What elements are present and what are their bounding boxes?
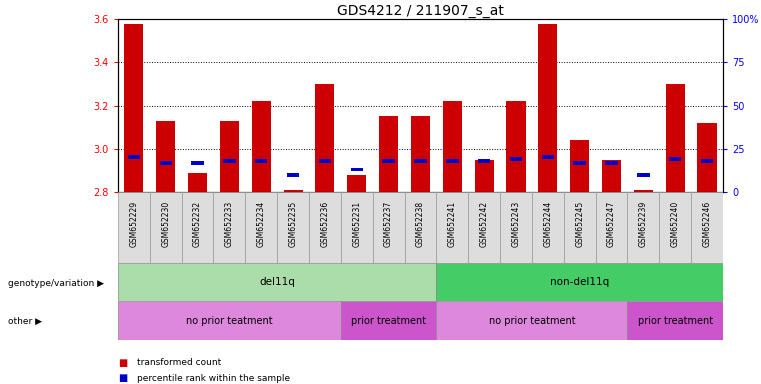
Text: percentile rank within the sample: percentile rank within the sample xyxy=(137,374,290,383)
Bar xyxy=(666,84,685,192)
Text: GSM652246: GSM652246 xyxy=(702,201,712,247)
Bar xyxy=(252,101,271,192)
Text: ■: ■ xyxy=(118,373,127,383)
Bar xyxy=(156,121,175,192)
Bar xyxy=(602,160,621,192)
Bar xyxy=(436,192,468,263)
Bar xyxy=(191,161,204,165)
Bar xyxy=(627,192,659,263)
Text: other ▶: other ▶ xyxy=(8,317,42,326)
Text: GSM652234: GSM652234 xyxy=(256,201,266,247)
Bar xyxy=(446,159,459,163)
Bar xyxy=(347,175,366,192)
Bar xyxy=(150,192,182,263)
Bar xyxy=(669,157,681,161)
Bar xyxy=(500,192,532,263)
Bar xyxy=(351,167,363,172)
Text: GSM652239: GSM652239 xyxy=(638,201,648,247)
Bar xyxy=(255,159,267,163)
Bar xyxy=(124,23,143,192)
Text: GSM652237: GSM652237 xyxy=(384,201,393,247)
Text: prior treatment: prior treatment xyxy=(351,316,426,326)
Bar xyxy=(627,301,723,340)
Text: GSM652235: GSM652235 xyxy=(288,201,298,247)
Bar xyxy=(596,192,627,263)
Bar xyxy=(118,263,436,301)
Bar xyxy=(443,101,462,192)
Bar xyxy=(570,140,589,192)
Bar xyxy=(691,192,723,263)
Bar xyxy=(637,173,650,177)
Text: GSM652236: GSM652236 xyxy=(320,201,330,247)
Bar xyxy=(411,116,430,192)
Bar xyxy=(436,263,723,301)
Bar xyxy=(506,101,526,192)
Text: GSM652230: GSM652230 xyxy=(161,201,170,247)
Text: GSM652242: GSM652242 xyxy=(479,201,489,247)
Text: GSM652245: GSM652245 xyxy=(575,201,584,247)
Bar xyxy=(277,192,309,263)
Text: GSM652229: GSM652229 xyxy=(129,201,139,247)
Bar xyxy=(284,190,303,192)
Text: prior treatment: prior treatment xyxy=(638,316,713,326)
Text: GSM652231: GSM652231 xyxy=(352,201,361,247)
Bar xyxy=(659,192,691,263)
Text: GSM652243: GSM652243 xyxy=(511,201,521,247)
Bar xyxy=(574,161,586,165)
Bar xyxy=(382,159,395,163)
Text: GSM652247: GSM652247 xyxy=(607,201,616,247)
Bar xyxy=(538,23,557,192)
Bar xyxy=(319,159,331,163)
Bar xyxy=(634,190,653,192)
Bar xyxy=(532,192,564,263)
Text: GSM652240: GSM652240 xyxy=(670,201,680,247)
Bar xyxy=(309,192,341,263)
Bar xyxy=(478,159,490,163)
Text: GSM652233: GSM652233 xyxy=(225,201,234,247)
Text: non-del11q: non-del11q xyxy=(550,277,610,287)
Bar xyxy=(698,123,717,192)
Bar xyxy=(128,156,140,159)
Bar xyxy=(220,121,239,192)
Bar xyxy=(564,192,596,263)
Bar xyxy=(341,192,373,263)
Bar xyxy=(475,160,494,192)
Text: no prior teatment: no prior teatment xyxy=(489,316,575,326)
Text: GSM652238: GSM652238 xyxy=(416,201,425,247)
Bar xyxy=(223,159,236,163)
Text: GSM652232: GSM652232 xyxy=(193,201,202,247)
Bar xyxy=(315,84,335,192)
Text: transformed count: transformed count xyxy=(137,358,221,367)
Bar xyxy=(287,173,299,177)
Bar xyxy=(188,172,207,192)
Text: no prior teatment: no prior teatment xyxy=(186,316,272,326)
Bar xyxy=(605,161,618,165)
Text: genotype/variation ▶: genotype/variation ▶ xyxy=(8,279,103,288)
Bar xyxy=(510,157,522,161)
Bar xyxy=(414,159,427,163)
Bar xyxy=(436,301,627,340)
Bar xyxy=(341,301,436,340)
Bar xyxy=(405,192,436,263)
Bar xyxy=(468,192,500,263)
Bar xyxy=(182,192,214,263)
Bar xyxy=(118,192,150,263)
Text: GSM652244: GSM652244 xyxy=(543,201,552,247)
Bar xyxy=(160,161,172,165)
Text: GSM652241: GSM652241 xyxy=(447,201,457,247)
Bar xyxy=(214,192,245,263)
Text: del11q: del11q xyxy=(260,277,295,287)
Text: ■: ■ xyxy=(118,358,127,368)
Bar xyxy=(379,116,398,192)
Bar xyxy=(118,301,341,340)
Bar xyxy=(542,156,554,159)
Title: GDS4212 / 211907_s_at: GDS4212 / 211907_s_at xyxy=(337,4,504,18)
Bar xyxy=(245,192,277,263)
Bar xyxy=(701,159,713,163)
Bar xyxy=(373,192,405,263)
